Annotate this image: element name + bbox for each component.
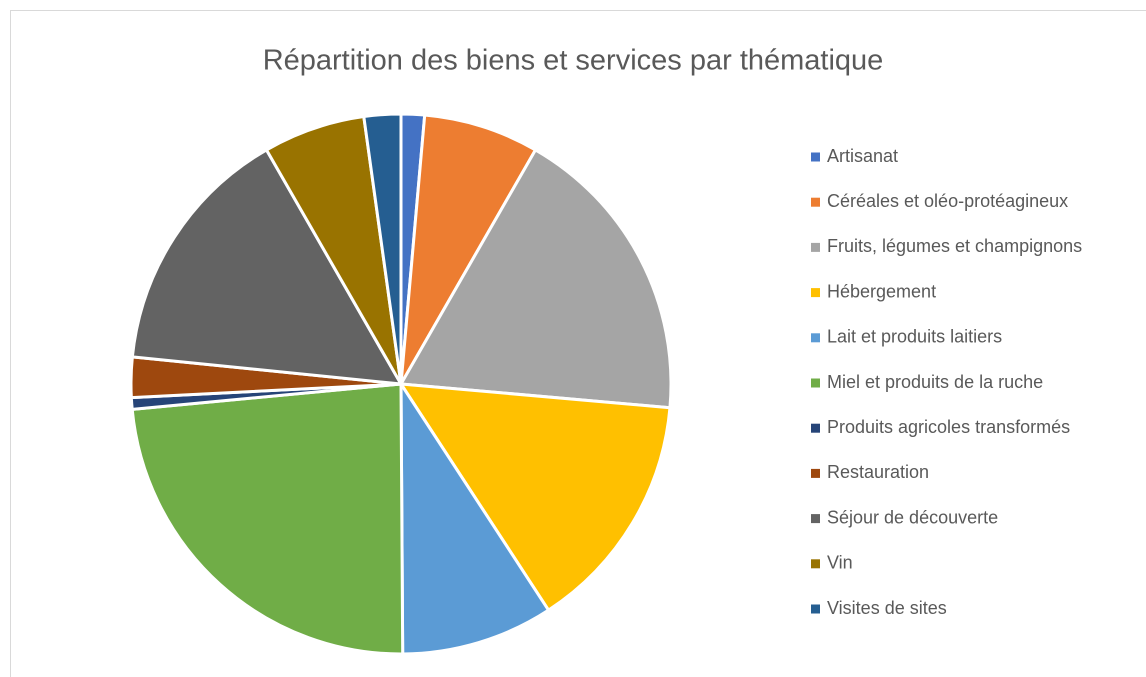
legend-label: Séjour de découverte xyxy=(827,507,998,527)
chart-title: Répartition des biens et services par th… xyxy=(263,45,884,77)
legend-label: Vin xyxy=(827,553,853,573)
legend-label: Produits agricoles transformés xyxy=(827,417,1070,437)
pie-slice xyxy=(399,113,538,386)
legend-label: Fruits, légumes et champignons xyxy=(827,236,1082,256)
legend-label: Restauration xyxy=(827,462,929,482)
legend-label: Miel et produits de la ruche xyxy=(827,372,1043,392)
legend-swatch xyxy=(811,152,820,162)
legend-swatch xyxy=(811,242,820,252)
legend-swatch xyxy=(811,288,820,298)
legend-label: Lait et produits laitiers xyxy=(827,327,1002,347)
pie-slice xyxy=(130,148,403,386)
legend-swatch xyxy=(811,197,820,207)
legend-label: Hébergement xyxy=(827,281,936,301)
legend-swatch xyxy=(811,559,820,569)
legend-swatch xyxy=(811,378,820,388)
legend-label: Artisanat xyxy=(827,146,898,166)
legend-swatch xyxy=(811,604,820,614)
legend-swatch xyxy=(811,514,820,524)
pie-slice xyxy=(362,112,403,386)
pie-slice xyxy=(399,382,672,612)
pie-slice xyxy=(399,148,673,410)
legend-label: Visites de sites xyxy=(827,598,947,618)
pie-slice xyxy=(399,382,551,656)
legend-swatch xyxy=(811,423,820,433)
pie-slice xyxy=(130,382,405,656)
legend-swatch xyxy=(811,468,820,478)
legend-swatch xyxy=(811,333,820,343)
legend-label: Céréales et oléo-protéagineux xyxy=(827,191,1068,211)
